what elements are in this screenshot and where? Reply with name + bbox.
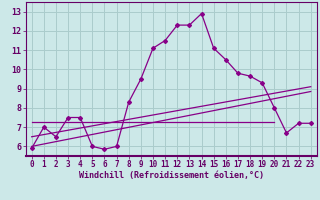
X-axis label: Windchill (Refroidissement éolien,°C): Windchill (Refroidissement éolien,°C) bbox=[79, 171, 264, 180]
